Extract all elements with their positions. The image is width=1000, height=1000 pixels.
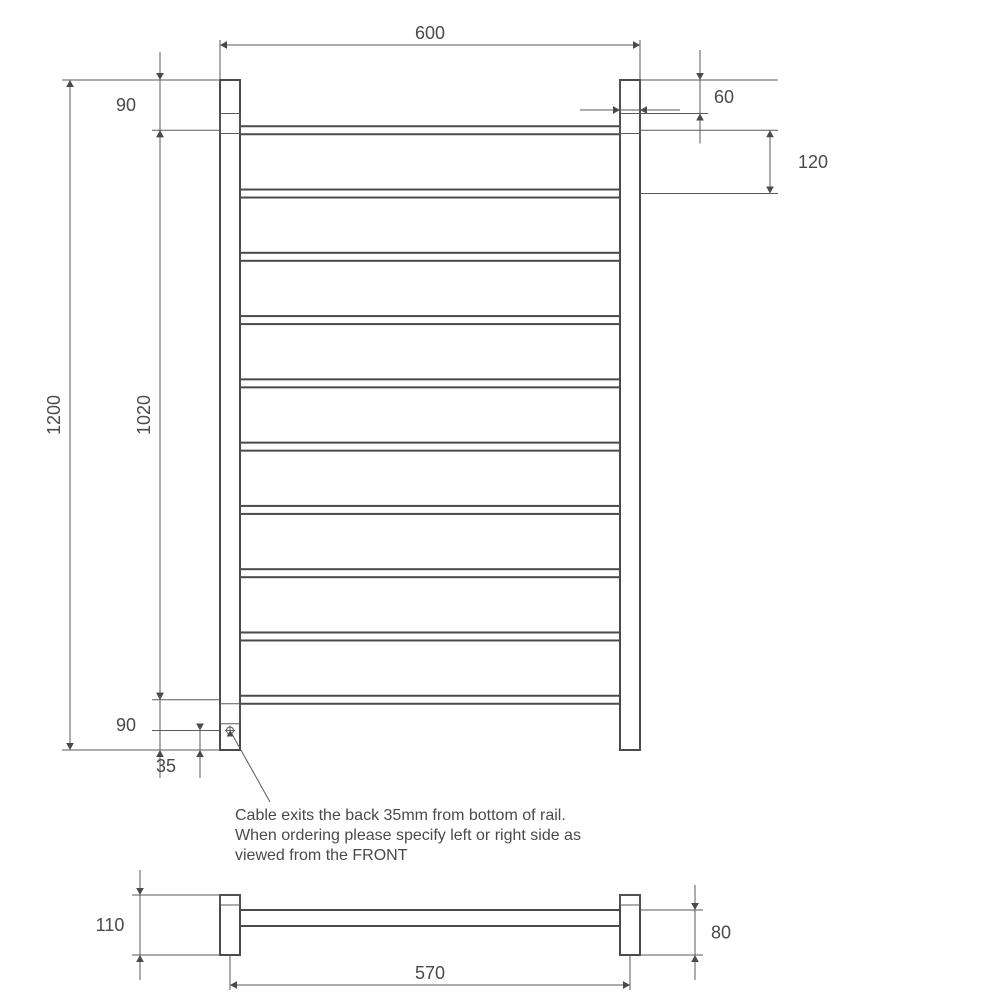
tv-cap (620, 895, 640, 905)
rung (240, 632, 620, 640)
rung (240, 569, 620, 577)
dim-width-600: 600 (415, 23, 445, 43)
rung (240, 126, 620, 134)
tv-left-leg (220, 895, 240, 955)
bracket-mark (220, 114, 240, 134)
rung (240, 696, 620, 704)
tv-cap (220, 895, 240, 905)
bracket-mark (620, 114, 640, 134)
left-upright (220, 80, 240, 750)
note-line-2: When ordering please specify left or rig… (235, 827, 581, 844)
dim-570: 570 (415, 963, 445, 983)
dim-110: 110 (96, 915, 125, 935)
rung (240, 443, 620, 451)
right-upright (620, 80, 640, 750)
dim-90-bot: 90 (116, 715, 136, 735)
dim-120: 120 (798, 152, 828, 172)
rung (240, 316, 620, 324)
dim-1020: 1020 (134, 395, 154, 435)
dim-90-top: 90 (116, 95, 136, 115)
dim-1200: 1200 (44, 395, 64, 435)
note-line-1: Cable exits the back 35mm from bottom of… (235, 807, 566, 824)
tv-bar (240, 910, 620, 926)
tv-right-leg (620, 895, 640, 955)
rung (240, 253, 620, 261)
dim-80: 80 (711, 923, 731, 943)
rung (240, 379, 620, 387)
bracket-mark (220, 704, 240, 724)
dim-35: 35 (156, 756, 176, 776)
rung (240, 506, 620, 514)
dim-60: 60 (714, 87, 734, 107)
rung (240, 190, 620, 198)
note-line-3: viewed from the FRONT (235, 847, 408, 864)
